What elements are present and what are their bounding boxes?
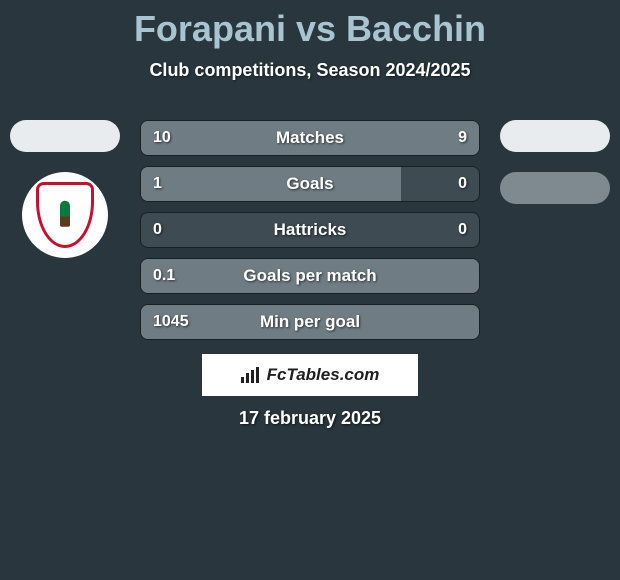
stat-label: Matches: [141, 121, 479, 155]
stat-row: 1Goals0: [140, 166, 480, 202]
stat-bars: 10Matches91Goals00Hattricks00.1Goals per…: [140, 120, 480, 350]
stat-value-right: 0: [458, 167, 467, 201]
stat-label: Min per goal: [141, 305, 479, 339]
stat-label: Goals per match: [141, 259, 479, 293]
left-team-column: [10, 120, 120, 258]
watermark: FcTables.com: [202, 354, 418, 396]
stat-row: 1045Min per goal: [140, 304, 480, 340]
shield-icon: [36, 182, 94, 248]
bars-icon: [241, 367, 261, 383]
page-title: Forapani vs Bacchin: [0, 0, 620, 50]
watermark-text: FcTables.com: [267, 365, 380, 385]
stat-label: Goals: [141, 167, 479, 201]
date-text: 17 february 2025: [0, 408, 620, 429]
team-pill: [500, 172, 610, 204]
team-pill: [500, 120, 610, 152]
team-badge-left: [22, 172, 108, 258]
stat-value-right: 9: [458, 121, 467, 155]
team-pill: [10, 120, 120, 152]
stat-row: 0Hattricks0: [140, 212, 480, 248]
stat-row: 10Matches9: [140, 120, 480, 156]
comparison-card: Forapani vs Bacchin Club competitions, S…: [0, 0, 620, 580]
right-team-column: [500, 120, 610, 224]
stat-value-right: 0: [458, 213, 467, 247]
page-subtitle: Club competitions, Season 2024/2025: [0, 60, 620, 81]
stat-label: Hattricks: [141, 213, 479, 247]
stat-row: 0.1Goals per match: [140, 258, 480, 294]
